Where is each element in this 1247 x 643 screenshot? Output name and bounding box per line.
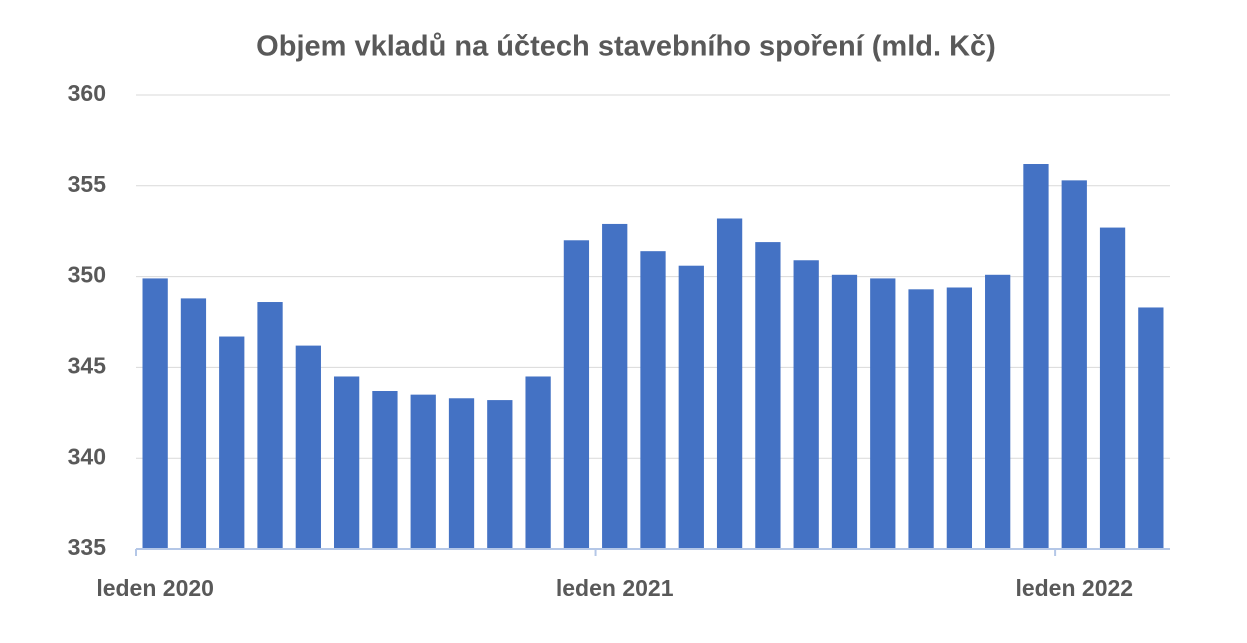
bar [716,218,743,549]
bar [1023,164,1049,549]
bar [333,376,360,549]
bar [448,398,475,549]
bar [1061,180,1087,550]
bar [257,302,283,549]
bar [640,251,666,549]
chart-title: Objem vkladů na účtech stavebního spořen… [256,31,996,63]
bar [142,278,168,549]
bar [410,394,436,549]
bar [602,223,628,549]
bar [793,260,819,549]
bar [372,391,398,549]
bar [1099,227,1126,549]
x-tick-label: leden 2022 [1015,575,1133,601]
bar [985,274,1011,549]
bar [831,274,858,549]
bar [487,400,513,549]
y-tick-label: 340 [68,443,106,469]
y-tick-label: 335 [68,534,107,560]
y-tick-label: 355 [68,171,107,197]
x-tick-label: leden 2021 [556,575,674,601]
bar [1138,307,1164,549]
bar [219,336,245,549]
x-tick-label: leden 2020 [96,575,214,601]
bar [563,240,590,549]
y-tick-label: 345 [68,352,107,378]
bar [525,376,551,549]
y-tick-label: 350 [68,262,106,288]
bar [180,298,207,549]
bar [295,345,321,549]
bar [908,289,934,549]
bar [678,265,704,549]
bar [755,242,781,549]
bar [870,278,896,549]
bar [946,287,973,549]
y-tick-label: 360 [68,80,106,106]
